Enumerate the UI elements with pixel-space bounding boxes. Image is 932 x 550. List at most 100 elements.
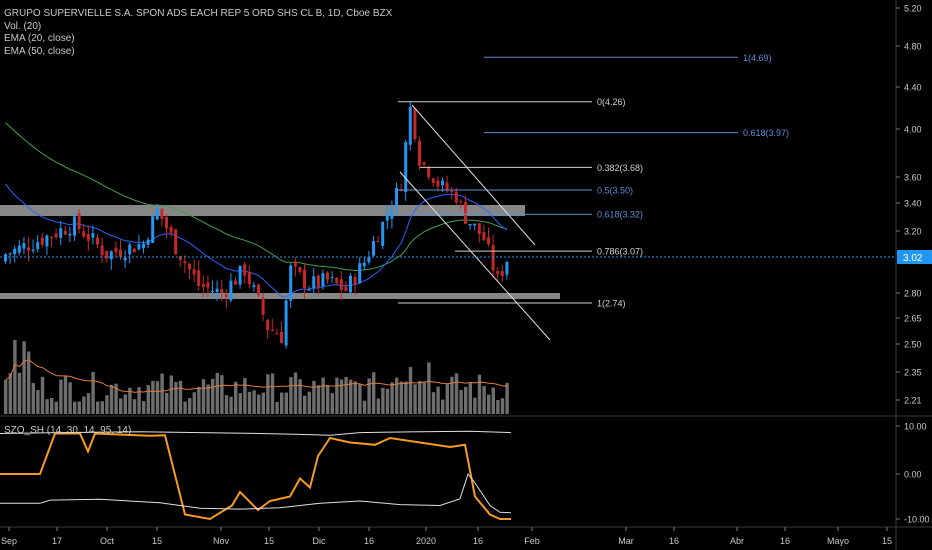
candle-body [349,275,352,293]
volume-bar [119,398,123,414]
volume-bar [86,393,91,414]
candle-body [270,329,274,331]
price-axis[interactable]: 5.20 4.80 4.40 4.00 3.60 3.40 3.20 2.80 2.65 2.50… [896,4,922,406]
volume-bar [27,351,31,414]
candle-body [54,233,58,237]
candle-body [17,245,21,253]
last-price-badge: 3.02 [897,250,932,264]
chart-legend: GRUPO SUPERVIELLE S.A. SPON ADS EACH REP… [4,8,392,58]
volume-bar [36,390,40,414]
candle-body [77,213,81,230]
trend-channel[interactable] [399,104,551,341]
volume-bar [399,381,403,414]
candle-body [261,297,265,315]
volume-bar [454,373,459,414]
candle-body [321,273,325,287]
volume-bar [151,380,155,414]
volume-bar [464,386,468,414]
legend-ema50[interactable]: EMA (50, close) [4,45,75,57]
volume-bar [8,373,12,414]
volume-bar [487,394,491,414]
candle-body [339,279,343,290]
candle-body [372,241,375,256]
volume-bar [77,401,81,414]
candle-body [482,232,486,241]
candle-body [491,245,495,271]
candle-body [353,277,357,285]
volume-bar [275,401,279,414]
candle-body [335,277,339,284]
volume-bar [413,384,417,414]
time-tick-label: 16 [364,536,374,546]
volume-bar [395,377,399,414]
time-tick-label: 15 [152,536,162,546]
time-axis[interactable]: Sep 17 Oct 15 Nov 15 Dic 16 2020 16 Feb Mar 16 Abr 16 M… [1,527,892,546]
volume-bar [266,374,270,414]
volume-bar [482,386,486,414]
volume-bar [252,390,256,414]
candle-body [119,249,122,258]
volume-bar [132,399,137,414]
volume-bar [165,392,169,414]
volume-bar [358,384,362,414]
candle-body [68,233,72,236]
candle-body [496,271,500,274]
legend-volume[interactable]: Vol. (20) [4,20,42,32]
support-zone-lower [0,293,560,299]
candle-body [188,263,191,270]
candle-body [459,201,463,203]
szo-line [0,432,511,521]
candle-body [91,233,95,238]
candle-body [473,223,477,226]
candle-body [151,215,155,244]
channel-lower-line [399,171,551,341]
fib-white-label: 0.786(3.07) [597,247,643,257]
legend-ema20[interactable]: EMA (20, close) [4,33,75,44]
time-tick-label: Mayo [827,536,849,546]
candle-body [229,280,233,301]
time-tick-label: 16 [780,536,790,546]
oscillator-axis[interactable]: 10.00 0.00 -10.00 [896,422,930,525]
candle-body [132,248,136,253]
candle-body [280,332,283,344]
volume-bar [468,383,472,414]
price-tick-label: 2.35 [904,368,922,378]
time-tick-label: 16 [669,536,679,546]
candle-body [427,167,431,178]
candle-body [220,289,224,293]
candle-body [395,187,398,207]
volume-bar [224,395,229,414]
candle-body [487,237,490,245]
candle-body [197,270,201,287]
fib-white-label: 0.382(3.68) [597,163,643,173]
candle-body [73,216,76,236]
volume-bar [450,376,454,414]
candle-body [215,288,219,293]
volume-bar [505,382,509,414]
oscillator-legend[interactable]: SZO_SH (14, 30, 14, 95, 14) [4,425,132,436]
volume-bar [31,382,35,414]
volume-bar [243,378,247,414]
volume-bar [326,385,330,414]
volume-bar [247,391,252,414]
candle-body [303,269,306,289]
volume-bar [496,400,500,414]
volume-bar [431,392,436,414]
symbol-title[interactable]: GRUPO SUPERVIELLE S.A. SPON ADS EACH REP… [4,8,393,19]
candle-body [505,261,509,275]
candle-body [257,284,260,296]
volume-bar [40,376,45,414]
szo-lower-band [0,472,512,514]
candle-body [238,265,242,285]
volume-bar [105,395,109,414]
ema50-line [5,122,508,272]
volume-bar [59,379,63,414]
volume-bar [142,401,146,414]
volume-ma [5,359,508,393]
candle-body [367,257,371,263]
volume-bar [459,389,463,414]
time-tick-label: 17 [52,536,62,546]
volume-bar [100,401,104,414]
